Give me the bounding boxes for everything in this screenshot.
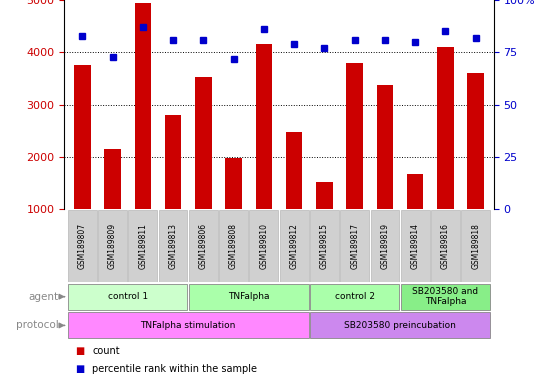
Bar [468,73,484,209]
Bar [377,85,393,209]
Bar [437,47,454,209]
Bar [286,132,302,209]
Text: protocol: protocol [16,320,59,331]
Text: ■: ■ [75,346,85,356]
Text: percentile rank within the sample: percentile rank within the sample [92,364,257,374]
Text: GSM189819: GSM189819 [381,223,389,269]
FancyBboxPatch shape [68,313,309,338]
FancyBboxPatch shape [189,210,218,281]
FancyBboxPatch shape [310,313,490,338]
Text: GSM189815: GSM189815 [320,223,329,269]
FancyBboxPatch shape [280,210,309,281]
Text: GSM189809: GSM189809 [108,223,117,269]
Text: GSM189816: GSM189816 [441,223,450,269]
Text: SB203580 preincubation: SB203580 preincubation [344,321,456,330]
FancyBboxPatch shape [219,210,248,281]
FancyBboxPatch shape [310,210,339,281]
Text: GSM189806: GSM189806 [199,223,208,269]
Bar [104,149,121,209]
Text: control 2: control 2 [335,292,374,301]
Text: SB203580 and
TNFalpha: SB203580 and TNFalpha [412,287,478,306]
FancyBboxPatch shape [371,210,400,281]
FancyBboxPatch shape [461,210,490,281]
Text: GSM189818: GSM189818 [471,223,480,269]
Bar [347,63,363,209]
Text: ■: ■ [75,364,85,374]
FancyBboxPatch shape [68,284,187,310]
Text: GSM189808: GSM189808 [229,223,238,269]
FancyBboxPatch shape [401,210,430,281]
Bar [134,3,151,209]
Text: count: count [92,346,120,356]
Text: TNFalpha stimulation: TNFalpha stimulation [141,321,236,330]
Text: GSM189807: GSM189807 [78,223,87,269]
Text: GSM189813: GSM189813 [169,223,177,269]
FancyBboxPatch shape [158,210,187,281]
FancyBboxPatch shape [128,210,157,281]
Bar [316,182,333,209]
Bar [225,158,242,209]
Text: GSM189811: GSM189811 [138,223,147,269]
FancyBboxPatch shape [310,284,400,310]
Text: GSM189810: GSM189810 [259,223,268,269]
Text: GSM189814: GSM189814 [411,223,420,269]
FancyBboxPatch shape [189,284,309,310]
Bar [74,65,90,209]
FancyBboxPatch shape [249,210,278,281]
FancyBboxPatch shape [431,210,460,281]
Text: TNFalpha: TNFalpha [228,292,270,301]
Text: agent: agent [28,291,59,302]
Text: GSM189817: GSM189817 [350,223,359,269]
Bar [195,78,211,209]
FancyBboxPatch shape [68,210,97,281]
Bar [407,174,424,209]
FancyBboxPatch shape [340,210,369,281]
FancyBboxPatch shape [98,210,127,281]
Bar [165,115,181,209]
Bar [256,45,272,209]
Text: control 1: control 1 [108,292,148,301]
FancyBboxPatch shape [401,284,490,310]
Text: GSM189812: GSM189812 [290,223,299,269]
